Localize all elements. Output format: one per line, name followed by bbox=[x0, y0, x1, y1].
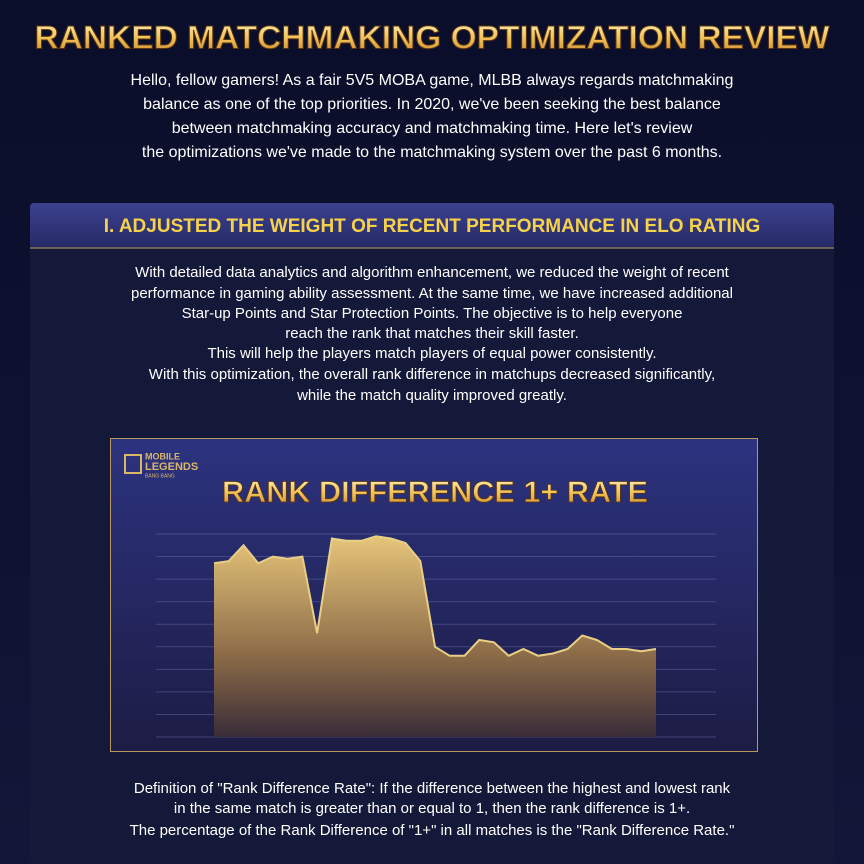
section-header bbox=[30, 203, 834, 248]
section-heading: I. ADJUSTED THE WEIGHT OF RECENT PERFORM… bbox=[104, 216, 761, 237]
page-title: RANKED MATCHMAKING OPTIMIZATION REVIEW bbox=[35, 19, 831, 55]
logo-text: MOBILE bbox=[145, 451, 180, 461]
definition-line: in the same match is greater than or equ… bbox=[174, 800, 690, 817]
body-line: Star-up Points and Star Protection Point… bbox=[182, 305, 683, 322]
intro-line: between matchmaking accuracy and matchma… bbox=[172, 120, 693, 137]
intro-line: Hello, fellow gamers! As a fair 5V5 MOBA… bbox=[131, 72, 734, 89]
body-line: With this optimization, the overall rank… bbox=[149, 366, 715, 383]
definition-line: Definition of "Rank Difference Rate": If… bbox=[134, 780, 731, 797]
definition-line: The percentage of the Rank Difference of… bbox=[130, 822, 735, 839]
intro-line: balance as one of the top priorities. In… bbox=[143, 96, 721, 113]
body-line: With detailed data analytics and algorit… bbox=[135, 264, 730, 281]
logo-text: BANG BANG bbox=[145, 473, 175, 479]
body-line: while the match quality improved greatly… bbox=[296, 387, 567, 404]
body-line: This will help the players match players… bbox=[207, 345, 656, 362]
logo-icon bbox=[124, 454, 142, 474]
plot bbox=[156, 533, 716, 738]
chart-title: RANK DIFFERENCE 1+ RATE bbox=[222, 476, 648, 509]
area-line bbox=[213, 535, 657, 657]
intro-line: the optimizations we've made to the matc… bbox=[142, 144, 722, 161]
body-line: performance in gaming ability assessment… bbox=[131, 285, 733, 302]
body-line: reach the rank that matches their skill … bbox=[285, 325, 578, 342]
logo-text: LEGENDS bbox=[145, 461, 198, 473]
